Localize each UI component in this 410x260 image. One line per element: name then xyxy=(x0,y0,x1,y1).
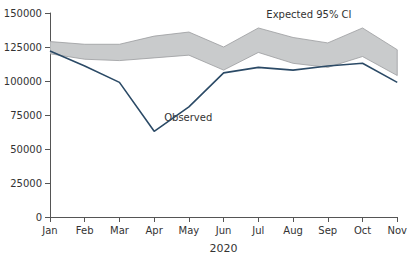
svg-text:Aug: Aug xyxy=(283,225,303,236)
svg-text:Mar: Mar xyxy=(110,225,130,236)
svg-text:Jun: Jun xyxy=(215,225,232,236)
svg-text:Oct: Oct xyxy=(354,225,371,236)
svg-text:100000: 100000 xyxy=(4,76,42,87)
svg-text:May: May xyxy=(179,225,200,236)
svg-text:2020: 2020 xyxy=(210,242,238,255)
svg-text:Observed: Observed xyxy=(164,112,212,123)
svg-text:Jan: Jan xyxy=(41,225,57,236)
svg-text:125000: 125000 xyxy=(4,42,42,53)
svg-text:Nov: Nov xyxy=(387,225,407,236)
svg-text:50000: 50000 xyxy=(10,144,42,155)
svg-text:150000: 150000 xyxy=(4,8,42,19)
svg-text:Apr: Apr xyxy=(146,225,164,236)
svg-text:0: 0 xyxy=(36,212,42,223)
svg-text:Sep: Sep xyxy=(318,225,337,236)
svg-text:Expected 95% CI: Expected 95% CI xyxy=(266,9,351,20)
svg-text:75000: 75000 xyxy=(10,110,42,121)
svg-text:Jul: Jul xyxy=(251,225,264,236)
svg-text:Feb: Feb xyxy=(76,225,94,236)
svg-text:25000: 25000 xyxy=(10,178,42,189)
